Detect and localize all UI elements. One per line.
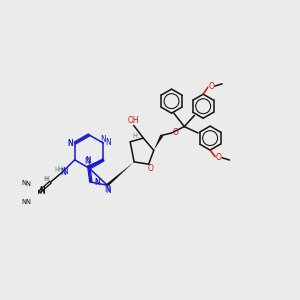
Text: N: N [105,186,111,195]
Text: N: N [105,138,110,147]
Text: O: O [216,153,222,162]
Text: O: O [208,82,214,91]
Text: H: H [44,176,49,182]
Text: N: N [100,134,106,143]
Text: OH: OH [128,116,140,125]
Text: N: N [25,199,30,205]
Text: N: N [60,168,66,177]
Text: N: N [39,188,45,196]
Text: N: N [104,185,110,194]
Text: N: N [85,156,91,165]
Text: N: N [85,157,90,166]
Text: N: N [62,167,68,176]
Polygon shape [154,135,163,150]
Polygon shape [106,162,134,186]
Text: O: O [148,164,154,173]
Text: N: N [94,178,100,187]
Text: N: N [21,199,26,205]
Text: N: N [94,178,100,187]
Text: N: N [67,139,73,148]
Text: H: H [58,166,63,172]
Text: N: N [68,139,74,148]
Text: H: H [133,133,138,139]
Text: H: H [44,176,49,182]
Text: N: N [39,186,45,195]
Text: O: O [173,128,178,136]
Text: H: H [54,167,59,173]
Text: N: N [21,180,26,186]
Text: N: N [25,181,30,187]
